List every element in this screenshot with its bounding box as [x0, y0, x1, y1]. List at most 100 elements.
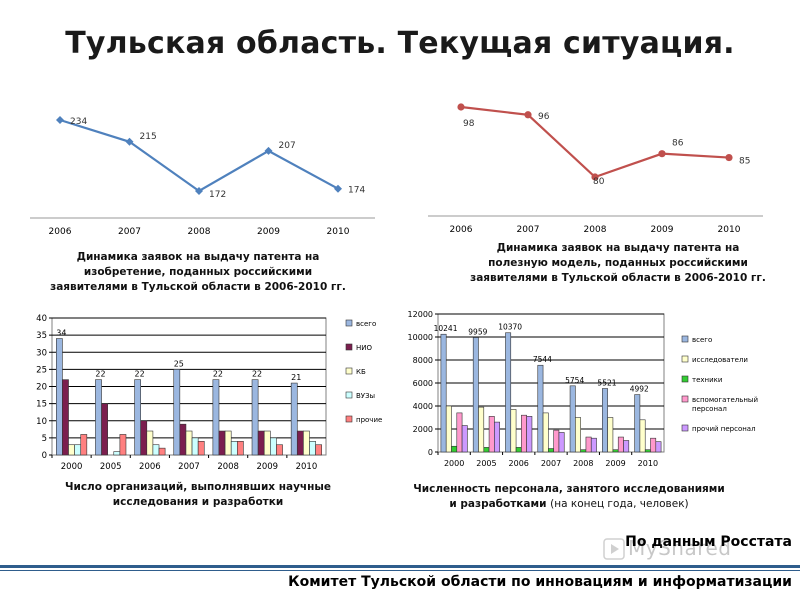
data-label: 172: [209, 190, 226, 200]
data-label: 10241: [434, 324, 458, 333]
data-label: 7544: [533, 355, 552, 364]
bar: [461, 425, 468, 453]
bar: [230, 441, 238, 456]
footer-rule-thin: [0, 570, 800, 571]
y-tick-label: 0: [428, 448, 433, 457]
bar: [644, 449, 651, 453]
bar: [224, 430, 232, 456]
bar: [173, 369, 181, 456]
x-tick-label: 2010: [296, 462, 318, 472]
x-tick-label: 2000: [61, 462, 83, 472]
bar: [119, 434, 127, 456]
legend-label: НИО: [356, 344, 373, 352]
bar: [179, 423, 187, 456]
data-point: [56, 116, 64, 124]
data-label: 22: [95, 370, 105, 379]
data-point: [457, 103, 465, 111]
bar: [472, 337, 479, 453]
bar: [548, 448, 554, 453]
y-tick-label: 10: [36, 417, 47, 427]
legend-label: исследователи: [692, 356, 748, 364]
data-point: [195, 187, 203, 195]
bar: [590, 437, 597, 453]
data-point: [125, 137, 134, 146]
x-tick-label: 2000: [444, 459, 464, 468]
slide-title: Тульская область. Текущая ситуация.: [65, 26, 735, 61]
x-tick-label: 2007: [541, 459, 561, 468]
y-tick-label: 15: [36, 400, 47, 410]
bar: [515, 447, 522, 453]
data-label: 80: [593, 177, 605, 187]
bar: [494, 421, 500, 453]
bar: [134, 379, 141, 456]
bar: [580, 449, 587, 453]
bar: [478, 406, 485, 453]
bar: [191, 437, 199, 456]
legend-label: КБ: [356, 368, 366, 376]
x-tick-label: 2006: [49, 227, 72, 237]
bar: [526, 416, 533, 453]
source-note: По данным Росстата: [625, 534, 792, 550]
legend-swatch: [681, 424, 689, 432]
x-tick-label: 2009: [651, 225, 674, 235]
legend-swatch: [681, 335, 689, 343]
bar: [650, 437, 657, 453]
bar: [510, 409, 517, 453]
x-tick-label: 2008: [573, 459, 593, 468]
personnel-caption-note: (на конец года, человек): [550, 498, 689, 510]
y-tick-label: 20: [36, 383, 47, 393]
data-label: 98: [463, 119, 475, 129]
bar: [158, 447, 166, 456]
x-tick-label: 2009: [256, 462, 278, 472]
bar: [655, 441, 662, 453]
data-label: 34: [56, 329, 66, 338]
legend-swatch: [345, 415, 353, 423]
bar: [140, 420, 148, 456]
x-tick-label: 2010: [718, 225, 741, 235]
data-label: 96: [538, 112, 550, 122]
x-tick-label: 2008: [584, 225, 607, 235]
x-tick-label: 2007: [178, 462, 200, 472]
bar: [585, 436, 592, 453]
data-label: 10370: [498, 323, 522, 332]
y-tick-label: 30: [36, 348, 47, 358]
y-tick-label: 35: [36, 331, 47, 341]
bar: [634, 394, 641, 453]
bar: [521, 414, 527, 453]
bar: [257, 430, 265, 456]
footer-rule: [0, 565, 800, 568]
data-label: 21: [291, 373, 301, 382]
bar: [612, 449, 619, 453]
footer-text: Комитет Тульской области по инновациям и…: [288, 574, 792, 590]
x-tick-label: 2008: [188, 227, 211, 237]
bar: [113, 451, 121, 456]
data-point: [658, 150, 666, 158]
legend-label: прочие: [356, 416, 382, 424]
legend-swatch: [345, 391, 353, 399]
data-point: [725, 153, 733, 162]
bar: [95, 379, 102, 456]
x-tick-label: 2007: [118, 227, 141, 237]
bar: [315, 444, 322, 456]
bar: [237, 441, 244, 456]
x-tick-label: 2008: [217, 462, 239, 472]
bar: [537, 364, 544, 453]
bar: [639, 419, 646, 453]
personnel-caption-bold: Численность персонала, занятого исследов…: [413, 483, 725, 510]
bar: [218, 430, 226, 456]
bar: [575, 417, 581, 453]
data-label: 85: [739, 157, 750, 167]
bar: [303, 430, 310, 456]
bar: [290, 382, 298, 456]
series-line: [460, 105, 730, 179]
watermark-logo-icon: [603, 538, 625, 560]
data-label: 22: [213, 370, 223, 379]
legend-swatch: [345, 367, 353, 375]
legend-label: ВУЗы: [356, 392, 375, 400]
data-point: [334, 184, 342, 193]
y-tick-label: 8000: [413, 356, 433, 365]
bar: [62, 379, 69, 456]
utility-model-caption: Динамика заявок на выдачу патента на пол…: [470, 242, 766, 284]
bar: [80, 434, 88, 456]
